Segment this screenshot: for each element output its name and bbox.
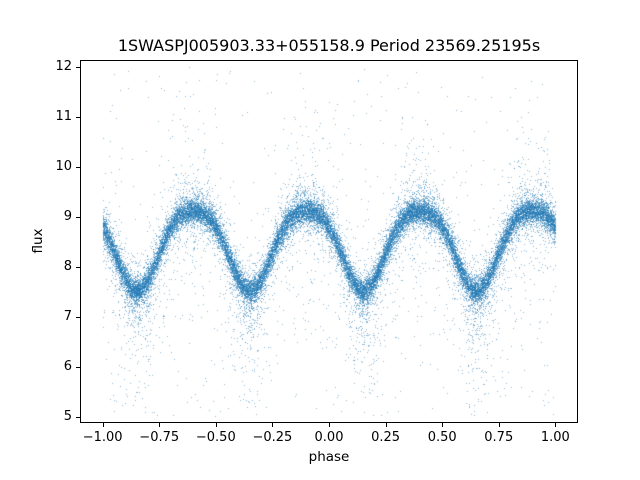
x-tick-mark xyxy=(329,423,330,427)
x-tick-label: 0.25 xyxy=(371,430,401,445)
x-tick-label: −0.75 xyxy=(139,430,180,445)
y-tick-mark xyxy=(76,217,80,218)
x-tick-mark xyxy=(442,423,444,427)
x-axis-label: phase xyxy=(308,449,350,465)
x-tick-label: 0.75 xyxy=(484,430,514,445)
y-tick-mark xyxy=(76,267,80,268)
plot-title: 1SWASPJ005903.33+055158.9 Period 23569.2… xyxy=(117,36,541,55)
x-tick-label: −1.00 xyxy=(82,430,123,445)
y-axis-label: flux xyxy=(30,228,46,254)
y-tick-mark xyxy=(76,417,80,418)
x-tick-label: −0.50 xyxy=(195,430,236,445)
y-tick-mark xyxy=(76,117,80,118)
x-tick-mark xyxy=(272,423,274,427)
y-tick-label: 7 xyxy=(63,309,72,324)
x-tick-mark xyxy=(102,423,104,427)
y-tick-label: 12 xyxy=(55,59,72,74)
y-tick-mark xyxy=(76,167,80,168)
y-tick-mark xyxy=(76,367,80,368)
y-tick-mark xyxy=(76,67,80,68)
x-tick-label: 1.00 xyxy=(540,430,570,445)
y-tick-label: 6 xyxy=(63,359,72,374)
x-tick-label: 0.50 xyxy=(427,430,457,445)
scatter-points-canvas xyxy=(80,60,578,423)
y-tick-label: 10 xyxy=(55,159,72,174)
y-tick-label: 5 xyxy=(63,409,72,424)
y-tick-mark xyxy=(76,317,80,318)
x-tick-mark xyxy=(215,423,217,427)
y-tick-label: 11 xyxy=(55,109,72,124)
y-tick-label: 9 xyxy=(63,209,72,224)
x-tick-label: 0.00 xyxy=(314,430,344,445)
x-tick-mark xyxy=(159,423,161,427)
plot-area xyxy=(80,60,578,423)
x-tick-label: −0.25 xyxy=(252,430,293,445)
x-tick-mark xyxy=(385,423,387,427)
y-tick-label: 8 xyxy=(63,259,72,274)
x-tick-mark xyxy=(498,423,500,427)
x-tick-mark xyxy=(555,423,557,427)
